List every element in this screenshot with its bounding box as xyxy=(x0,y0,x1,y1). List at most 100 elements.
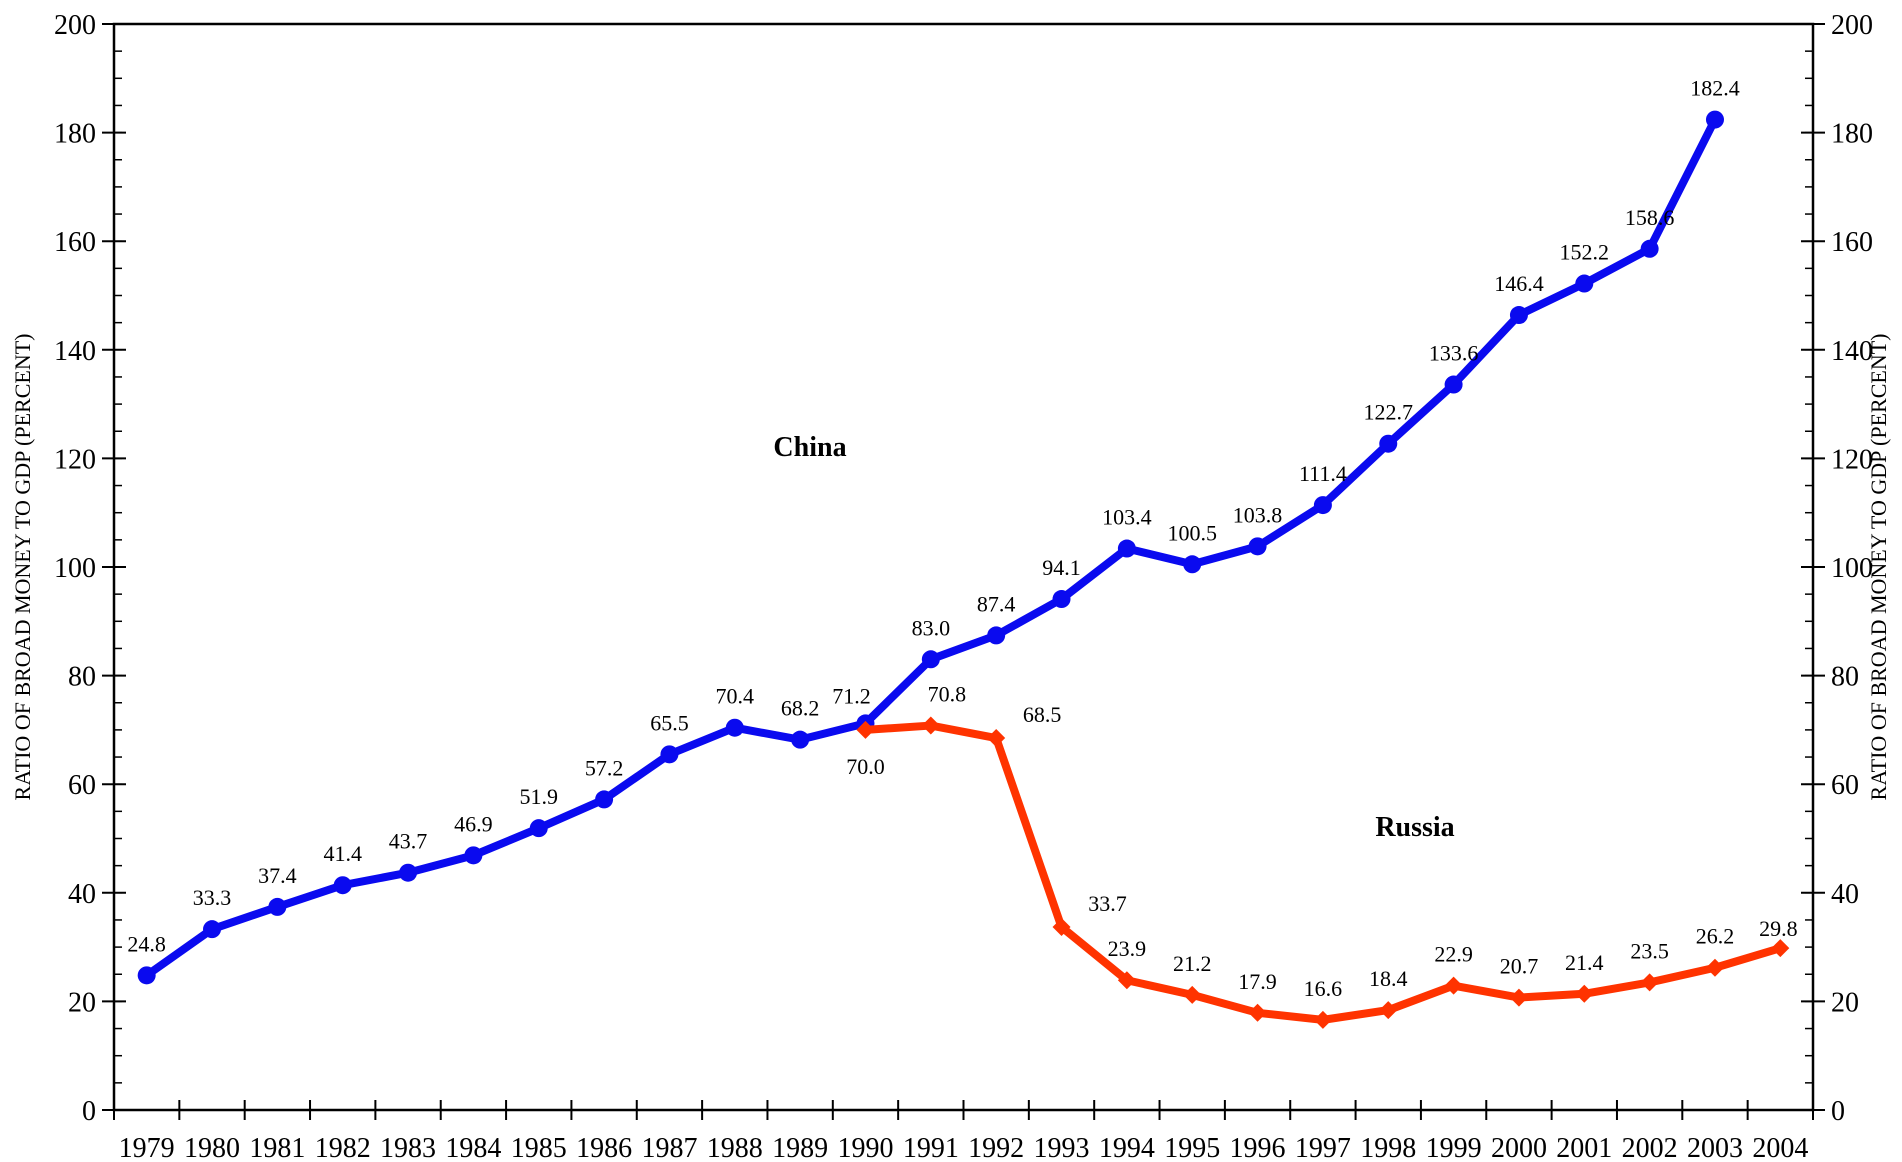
y-tick-label-right: 0 xyxy=(1831,1096,1845,1127)
data-point xyxy=(333,876,352,895)
x-tick-label: 2004 xyxy=(1752,1133,1808,1162)
data-label: 103.4 xyxy=(1102,505,1152,530)
data-point xyxy=(1183,985,1202,1004)
data-label: 70.0 xyxy=(846,754,885,779)
data-label: 41.4 xyxy=(323,841,362,866)
data-label: 133.6 xyxy=(1429,341,1479,366)
data-label: 103.8 xyxy=(1233,502,1283,527)
x-tick-label: 1998 xyxy=(1360,1133,1416,1162)
y-tick-label-right: 20 xyxy=(1831,987,1859,1018)
data-point xyxy=(1052,590,1071,609)
data-label: 51.9 xyxy=(520,784,559,809)
data-label: 70.8 xyxy=(928,682,967,707)
data-label: 20.7 xyxy=(1500,954,1539,979)
left-axis-ticks: 0 20 40 60 80 100 120 140 160 180 200 xyxy=(54,10,126,1127)
data-point xyxy=(1640,239,1659,258)
data-point xyxy=(856,720,875,739)
data-label: 29.8 xyxy=(1759,916,1798,941)
data-point xyxy=(1052,918,1071,937)
data-label: 182.4 xyxy=(1690,76,1740,101)
data-label: 18.4 xyxy=(1369,966,1408,991)
data-label: 33.7 xyxy=(1088,891,1127,916)
x-tick-label: 1983 xyxy=(380,1133,436,1162)
y-tick-label-left: 0 xyxy=(82,1096,96,1127)
y-tick-label-left: 140 xyxy=(54,336,96,367)
data-label: 16.6 xyxy=(1304,976,1343,1001)
data-label: 146.4 xyxy=(1494,271,1544,296)
data-label: 57.2 xyxy=(585,755,624,780)
x-tick-label: 1984 xyxy=(445,1133,501,1162)
data-point xyxy=(1248,1003,1267,1022)
data-point xyxy=(1444,976,1463,995)
data-point xyxy=(399,863,418,882)
series-line-china xyxy=(142,115,1719,980)
x-tick-label: 1992 xyxy=(968,1133,1024,1162)
russia-series-label: Russia xyxy=(1375,812,1454,843)
china-series-label: China xyxy=(773,432,846,463)
x-tick-label: 2002 xyxy=(1622,1133,1678,1162)
data-point xyxy=(1575,984,1594,1003)
data-point xyxy=(1640,973,1659,992)
x-tick-label: 1985 xyxy=(511,1133,567,1162)
x-tick-label: 1990 xyxy=(837,1133,893,1162)
data-label: 158.6 xyxy=(1625,205,1675,230)
data-label: 37.4 xyxy=(258,863,297,888)
y-tick-label-right: 120 xyxy=(1831,444,1873,475)
data-point xyxy=(1575,274,1594,293)
data-label: 22.9 xyxy=(1434,942,1473,967)
data-point xyxy=(1705,110,1724,129)
data-point xyxy=(1379,1001,1398,1020)
x-tick-label: 1987 xyxy=(641,1133,697,1162)
x-tick-label: 2000 xyxy=(1491,1133,1547,1162)
data-label: 87.4 xyxy=(977,591,1016,616)
data-label: 65.5 xyxy=(650,710,689,735)
data-label: 23.9 xyxy=(1108,936,1147,961)
x-tick-label: 1997 xyxy=(1295,1133,1351,1162)
data-label: 68.2 xyxy=(781,696,820,721)
y-tick-label-right: 60 xyxy=(1831,770,1859,801)
data-label: 111.4 xyxy=(1299,461,1347,486)
data-point xyxy=(791,730,810,749)
x-axis-ticks: 1979 1980 1981 1982 1983 1984 1985 1986 1987 1988… xyxy=(113,1100,1814,1162)
data-point xyxy=(1444,375,1463,394)
data-point xyxy=(660,745,679,764)
x-tick-label: 1980 xyxy=(184,1133,240,1162)
y-tick-label-right: 80 xyxy=(1831,662,1859,693)
y-tick-label-right: 200 xyxy=(1831,10,1873,41)
y-tick-label-right: 180 xyxy=(1831,119,1873,150)
x-tick-label: 2001 xyxy=(1556,1133,1612,1162)
data-point xyxy=(1313,1010,1332,1029)
x-tick-label: 1994 xyxy=(1099,1133,1155,1162)
y-tick-label-right: 40 xyxy=(1831,879,1859,910)
data-point xyxy=(1509,988,1528,1007)
x-tick-label: 1999 xyxy=(1426,1133,1482,1162)
y-tick-label-left: 160 xyxy=(54,227,96,258)
x-tick-label: 1986 xyxy=(576,1133,632,1162)
data-point xyxy=(1705,958,1724,977)
data-point xyxy=(987,729,1006,748)
data-label: 23.5 xyxy=(1630,938,1669,963)
x-tick-label: 1981 xyxy=(249,1133,305,1162)
data-label: 33.3 xyxy=(193,885,232,910)
y-tick-label-left: 20 xyxy=(68,987,96,1018)
data-label: 94.1 xyxy=(1042,555,1081,580)
data-point xyxy=(1771,939,1790,958)
data-point xyxy=(595,790,614,809)
data-point xyxy=(529,819,548,838)
data-point xyxy=(725,718,744,737)
y-tick-label-left: 200 xyxy=(54,10,96,41)
data-label: 46.9 xyxy=(454,811,493,836)
data-point xyxy=(987,626,1006,645)
data-point xyxy=(1379,434,1398,453)
y-tick-label-left: 100 xyxy=(54,553,96,584)
y-tick-label-left: 40 xyxy=(68,879,96,910)
data-label: 26.2 xyxy=(1696,924,1735,949)
data-label: 17.9 xyxy=(1238,969,1277,994)
data-label: 70.4 xyxy=(716,684,755,709)
x-tick-label: 1993 xyxy=(1034,1133,1090,1162)
data-point xyxy=(921,650,940,669)
y-tick-label-left: 120 xyxy=(54,444,96,475)
x-tick-label: 2003 xyxy=(1687,1133,1743,1162)
data-label: 68.5 xyxy=(1023,702,1062,727)
series-china: 24.8 33.3 37.4 41.4 43.7 46.9 51.9 57.2 65.5 70.4… xyxy=(127,76,1740,985)
